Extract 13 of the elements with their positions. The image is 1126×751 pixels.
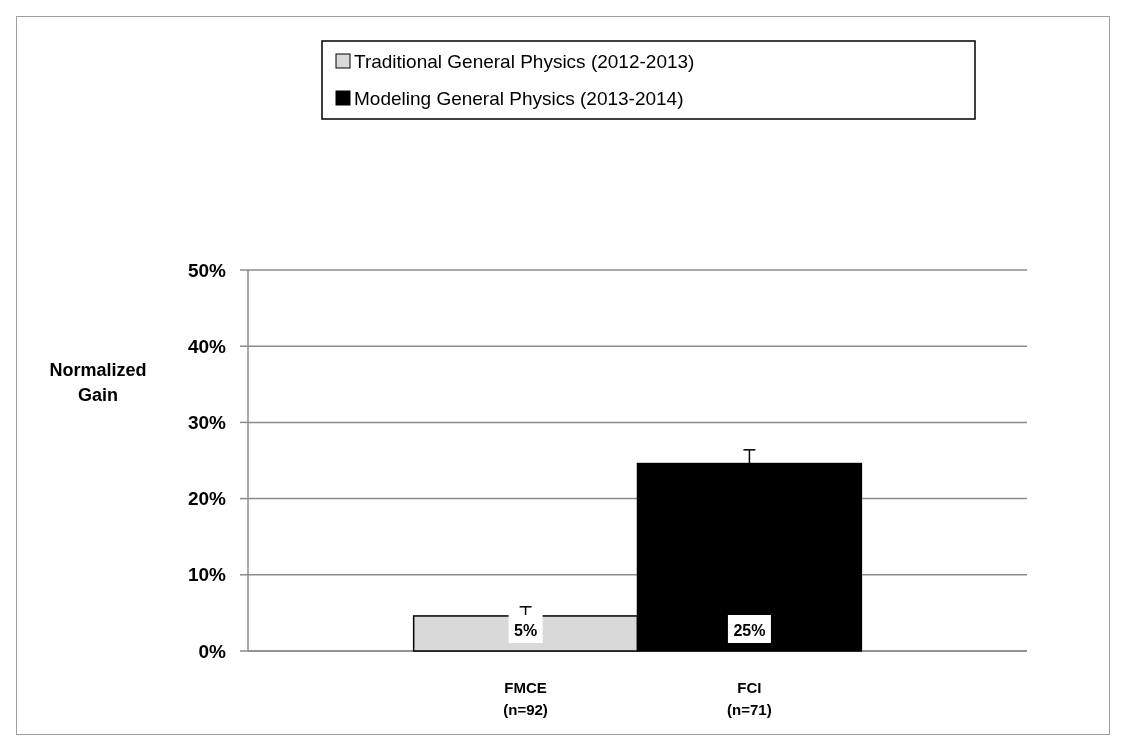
data-label: 5% [514,621,538,639]
x-tick-label: FMCE (n=92) [503,679,548,718]
legend-label: Modeling General Physics (2013-2014) [354,87,684,109]
y-tick-label: 10% [187,564,227,586]
y-axis-title: Normalized Gain [49,360,147,405]
data-label: 25% [733,621,766,639]
y-tick-label: 50% [187,259,227,281]
x-tick-label: FCI (n=71) [727,679,772,718]
y-tick-label: 20% [187,488,227,510]
y-tick-label: 30% [187,411,227,433]
legend-label: Traditional General Physics (2012-2013) [354,50,695,72]
y-tick-label: 40% [187,335,227,357]
y-tick-label: 0% [198,640,227,662]
